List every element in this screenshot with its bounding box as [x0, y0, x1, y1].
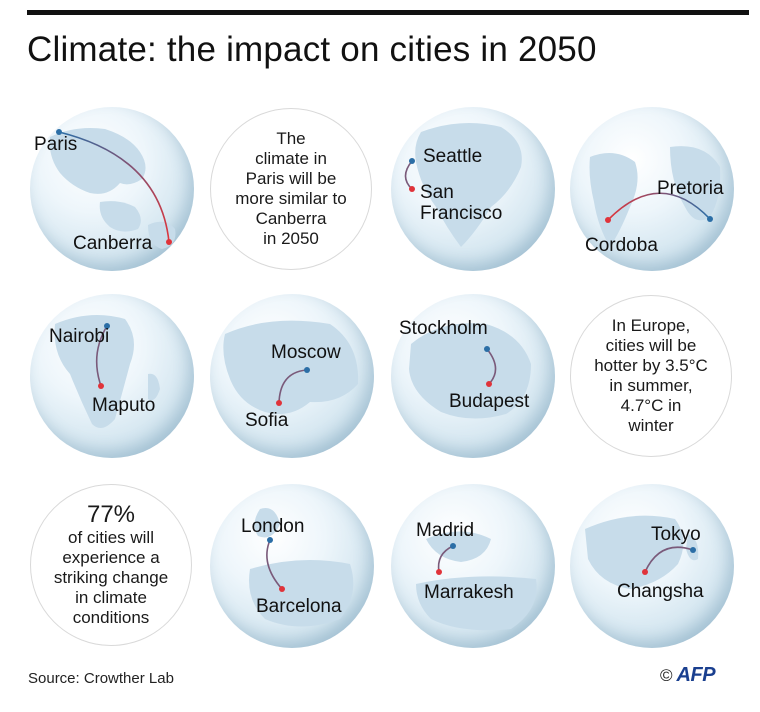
note-line: Canberra: [255, 209, 327, 228]
note-line: climate in: [255, 149, 327, 168]
globe-pretoria-cordoba: [570, 107, 734, 271]
note-line: Paris will be: [245, 169, 337, 188]
note-line: winter: [628, 416, 674, 435]
source-note: Source: Crowther Lab: [28, 670, 174, 687]
continent-shapes: [249, 508, 354, 627]
city-label: Seattle: [423, 146, 483, 167]
globe-stockholm-budapest: [391, 294, 555, 458]
city-label: Paris: [34, 134, 78, 155]
note-line: in 2050: [263, 229, 319, 248]
route-arc: [56, 129, 172, 245]
city-label: Marrakesh: [424, 582, 514, 603]
globe-madrid-marrakesh: [391, 484, 555, 648]
city-label: Pretoria: [657, 178, 724, 199]
page-title: Climate: the impact on cities in 2050: [27, 30, 597, 69]
continent-shapes: [585, 515, 699, 589]
globe-tokyo-changsha: [570, 484, 734, 648]
globe-moscow-sofia: [210, 294, 374, 458]
destination-dot: [166, 239, 172, 245]
continent-shapes: [589, 146, 721, 247]
city-label: Sofia: [245, 410, 289, 431]
stat-value: 77%: [86, 501, 136, 528]
city-label: Madrid: [416, 520, 475, 541]
city-label: Maputo: [92, 395, 156, 416]
continent-shapes: [415, 123, 522, 247]
afp-logo: AFP: [676, 664, 716, 686]
city-label: Moscow: [271, 342, 341, 363]
globe-nairobi-maputo: [30, 294, 194, 458]
note-line: of cities will: [68, 528, 154, 547]
city-label: Canberra: [73, 233, 153, 254]
globe-paris-canberra: [30, 107, 194, 271]
city-label: Nairobi: [49, 326, 110, 347]
note-paris: The climate in Paris will be more simila…: [210, 108, 372, 270]
city-label: San Francisco: [420, 182, 503, 224]
note-stat: 77% of cities will experience a striking…: [30, 484, 192, 646]
note-line: hotter by 3.5°C: [594, 356, 708, 375]
continent-shapes: [409, 323, 531, 419]
city-label: Budapest: [449, 391, 530, 412]
note-line: cities will be: [605, 336, 697, 355]
note-line: more similar to: [235, 189, 347, 208]
city-label: Tokyo: [651, 524, 701, 545]
note-line: conditions: [72, 608, 150, 627]
city-label: Stockholm: [399, 318, 488, 339]
city-label: Cordoba: [585, 235, 658, 256]
city-label: London: [241, 516, 305, 537]
globe-london-barcelona: [210, 484, 374, 648]
continent-shapes: [54, 315, 160, 428]
top-rule: [27, 10, 749, 15]
city-label: Changsha: [617, 581, 704, 602]
note-europe: In Europe, cities will be hotter by 3.5°…: [570, 295, 732, 457]
globe-seattle-sanfrancisco: [391, 107, 555, 271]
continent-shapes: [223, 320, 359, 415]
note-line: experience a: [62, 548, 160, 567]
note-line: 4.7°C in: [620, 396, 682, 415]
note-line: in summer,: [609, 376, 693, 395]
note-line: The: [276, 129, 306, 148]
note-line: In Europe,: [611, 316, 691, 335]
continent-shapes: [49, 128, 176, 249]
note-line: in climate: [75, 588, 147, 607]
note-line: striking change: [53, 568, 169, 587]
copyright-symbol: ©: [660, 665, 673, 685]
credit: © AFP: [660, 664, 716, 687]
origin-dot: [56, 129, 62, 135]
city-label: Barcelona: [256, 596, 342, 617]
